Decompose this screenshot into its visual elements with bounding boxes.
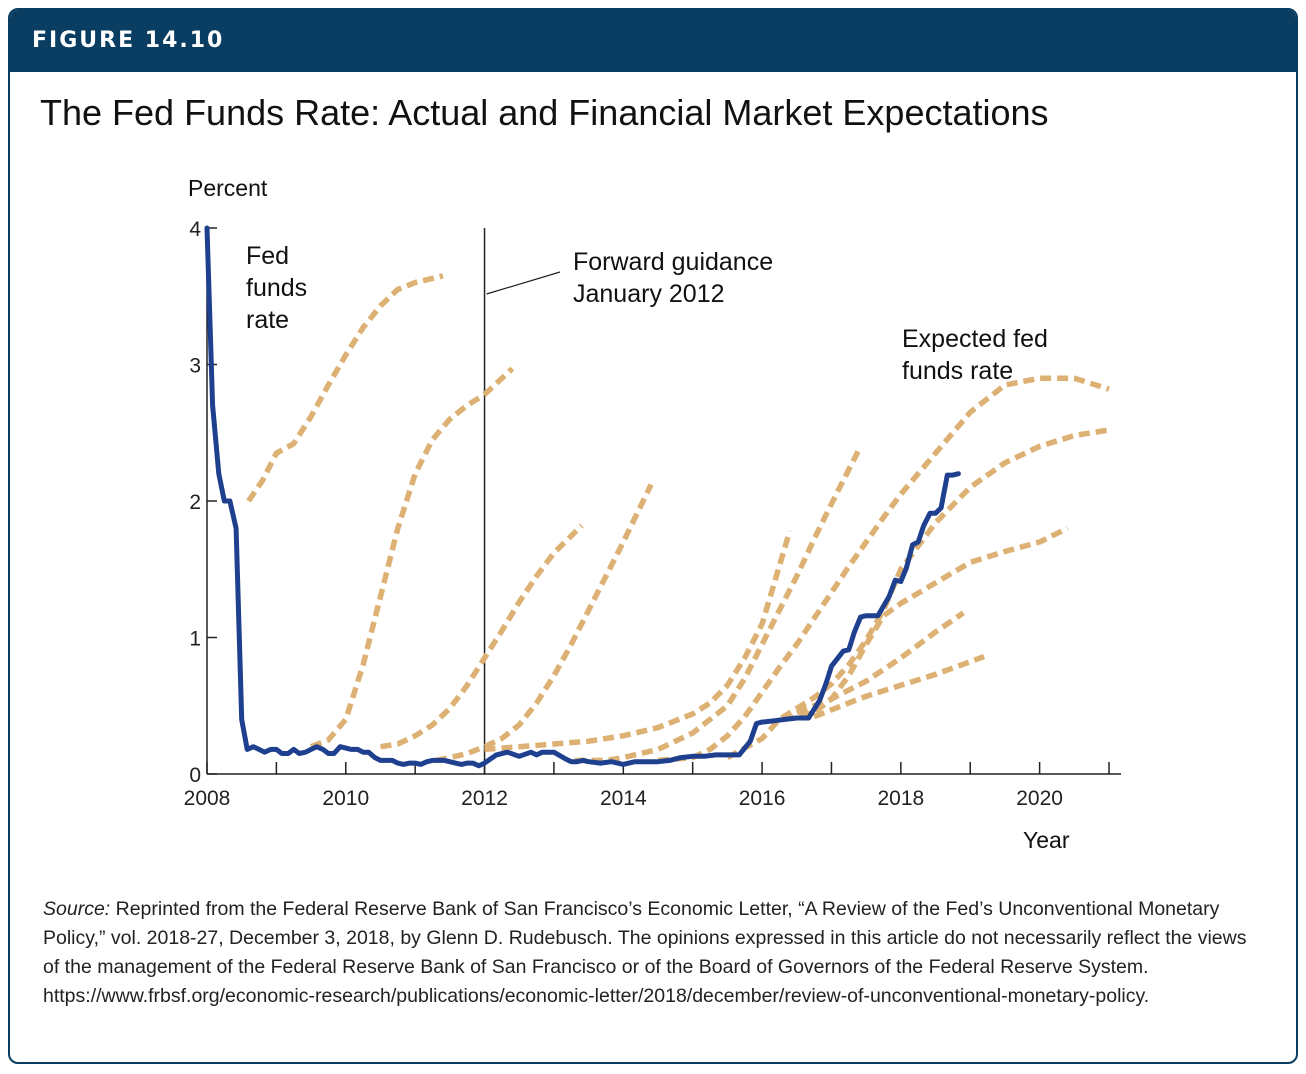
y-tick-label: 0: [189, 764, 201, 787]
source-note: Source: Reprinted from the Federal Reser…: [43, 895, 1263, 1011]
y-tick-label: 4: [189, 218, 201, 241]
expected-rate-line: [380, 523, 584, 750]
expected-rate-line: [813, 654, 986, 720]
x-tick-label: 2014: [600, 787, 647, 810]
source-text: Reprinted from the Federal Reserve Bank …: [43, 898, 1247, 1007]
y-tick-label: 3: [189, 355, 201, 378]
y-tick-label: 1: [189, 628, 201, 651]
source-label: Source:: [43, 898, 111, 920]
expected-rate-line: [246, 273, 444, 503]
line-chart: 0 1 2 3 4 2008 2010 2012 2014 2016 2018 2020 Percent…: [184, 175, 1121, 853]
x-tick-label: 2020: [1016, 787, 1063, 810]
y-tick-label: 2: [189, 491, 201, 514]
x-tick-label: 2008: [184, 787, 231, 810]
forward-guidance-label: Forward guidance: [573, 248, 773, 276]
expected-rate-line: [435, 483, 654, 764]
fed-funds-rate-label: rate: [246, 306, 289, 334]
expected-rate-line: [484, 530, 793, 753]
expected-rate-label: funds rate: [902, 357, 1013, 385]
fed-funds-rate-label: funds: [246, 274, 307, 302]
figure-label: FIGURE 14.10: [32, 28, 225, 53]
expected-rate-line: [657, 375, 1110, 764]
x-tick-label: 2010: [322, 787, 369, 810]
expected-rate-line: [726, 427, 1110, 761]
chart-title: The Fed Funds Rate: Actual and Financial…: [40, 92, 1049, 133]
fed-funds-rate-label: Fed: [246, 242, 289, 270]
x-tick-label: 2012: [461, 787, 508, 810]
figure-header: FIGURE 14.10: [10, 10, 1296, 72]
fed-funds-rate-line: [204, 225, 961, 769]
expected-rate-line: [310, 366, 515, 750]
x-axis-label: Year: [1023, 827, 1070, 853]
forward-guidance-label: January 2012: [573, 280, 725, 308]
forward-guidance-leader: [486, 271, 561, 295]
y-axis-label: Percent: [188, 175, 268, 201]
x-tick-label: 2016: [739, 787, 786, 810]
figure-frame: FIGURE 14.10 The Fed Funds Rate: Actual …: [8, 8, 1298, 1064]
expected-rate-label: Expected fed: [902, 325, 1048, 353]
expected-rate-line: [782, 525, 1069, 723]
x-tick-label: 2018: [877, 787, 924, 810]
